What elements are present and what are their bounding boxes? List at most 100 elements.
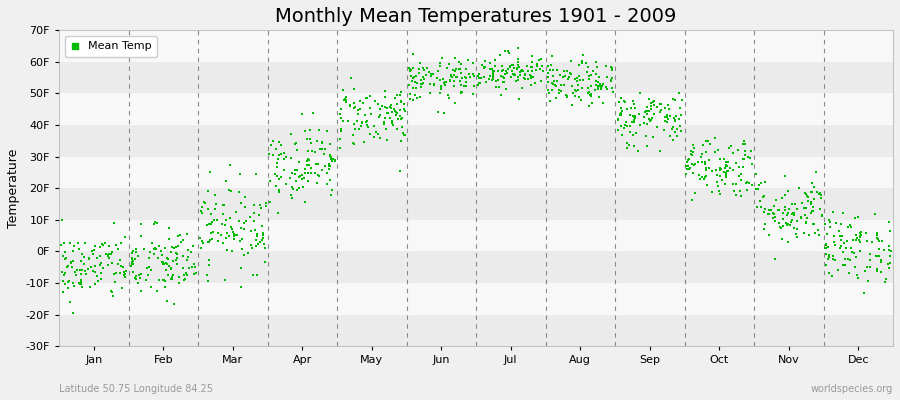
Point xyxy=(263,199,277,206)
Point xyxy=(149,220,164,226)
Point xyxy=(206,229,220,235)
Point xyxy=(288,178,302,185)
Point xyxy=(216,211,230,218)
Point xyxy=(418,75,432,82)
Point xyxy=(814,212,829,218)
Point xyxy=(415,80,429,87)
Point xyxy=(455,89,470,96)
Point xyxy=(495,68,509,74)
Point xyxy=(169,250,184,256)
Point xyxy=(346,140,360,146)
Point xyxy=(220,230,235,236)
Point xyxy=(560,92,574,99)
Point xyxy=(237,226,251,232)
Point xyxy=(250,271,265,278)
Point xyxy=(580,85,595,91)
Point xyxy=(572,73,586,79)
Point xyxy=(326,156,340,163)
Point xyxy=(832,245,847,252)
Point xyxy=(428,80,442,87)
Point xyxy=(266,138,281,144)
Point xyxy=(584,83,598,89)
Bar xyxy=(59,125,893,157)
Point xyxy=(386,106,400,112)
Point xyxy=(799,193,814,200)
Point xyxy=(266,152,280,158)
Point xyxy=(67,282,81,289)
Point xyxy=(164,265,178,271)
Point xyxy=(137,246,151,252)
Point xyxy=(878,279,892,286)
Point xyxy=(804,210,818,216)
Point xyxy=(181,254,195,260)
Point xyxy=(786,210,800,216)
Point xyxy=(658,105,672,111)
Point xyxy=(482,66,497,72)
Point xyxy=(485,74,500,80)
Point xyxy=(502,62,517,69)
Point xyxy=(221,187,236,194)
Point xyxy=(334,127,348,134)
Point xyxy=(308,148,322,155)
Y-axis label: Temperature: Temperature xyxy=(7,148,20,228)
Point xyxy=(252,212,266,218)
Point xyxy=(62,299,77,306)
Point xyxy=(510,65,525,72)
Point xyxy=(386,122,400,128)
Point xyxy=(397,106,411,112)
Point xyxy=(707,148,722,155)
Point xyxy=(572,76,587,83)
Point xyxy=(396,130,410,137)
Point xyxy=(701,137,716,144)
Point xyxy=(172,274,186,280)
Point xyxy=(165,249,179,255)
Point xyxy=(215,240,230,246)
Point xyxy=(380,105,394,111)
Point xyxy=(229,231,243,238)
Point xyxy=(176,253,190,259)
Point xyxy=(806,208,820,215)
Point xyxy=(397,132,411,139)
Point xyxy=(662,106,676,113)
Point xyxy=(426,70,440,77)
Point xyxy=(626,113,640,119)
Point xyxy=(258,200,273,206)
Point xyxy=(259,203,274,209)
Point xyxy=(295,184,310,190)
Point xyxy=(306,110,320,116)
Point xyxy=(728,160,742,167)
Point xyxy=(503,74,517,80)
Point xyxy=(591,83,606,89)
Point xyxy=(357,139,372,146)
Point xyxy=(354,122,368,129)
Point xyxy=(371,101,385,108)
Point xyxy=(194,235,208,241)
Point xyxy=(541,70,555,77)
Point xyxy=(174,232,188,238)
Point xyxy=(667,129,681,135)
Point xyxy=(775,195,789,201)
Point xyxy=(378,126,392,132)
Point xyxy=(576,52,590,58)
Point xyxy=(719,174,733,180)
Point xyxy=(646,111,661,118)
Point xyxy=(245,245,259,252)
Point xyxy=(409,84,423,91)
Point xyxy=(161,256,176,262)
Point xyxy=(753,204,768,210)
Point xyxy=(644,117,659,123)
Point xyxy=(128,275,142,282)
Point xyxy=(144,267,158,273)
Point xyxy=(745,161,760,168)
Point xyxy=(301,158,315,164)
Point xyxy=(249,170,264,177)
Point xyxy=(295,171,310,178)
Point xyxy=(256,232,270,238)
Point xyxy=(592,94,607,100)
Point xyxy=(790,226,805,232)
Point xyxy=(338,94,353,100)
Point xyxy=(838,262,852,268)
Point xyxy=(99,251,113,257)
Point xyxy=(73,267,87,273)
Point xyxy=(393,92,408,98)
